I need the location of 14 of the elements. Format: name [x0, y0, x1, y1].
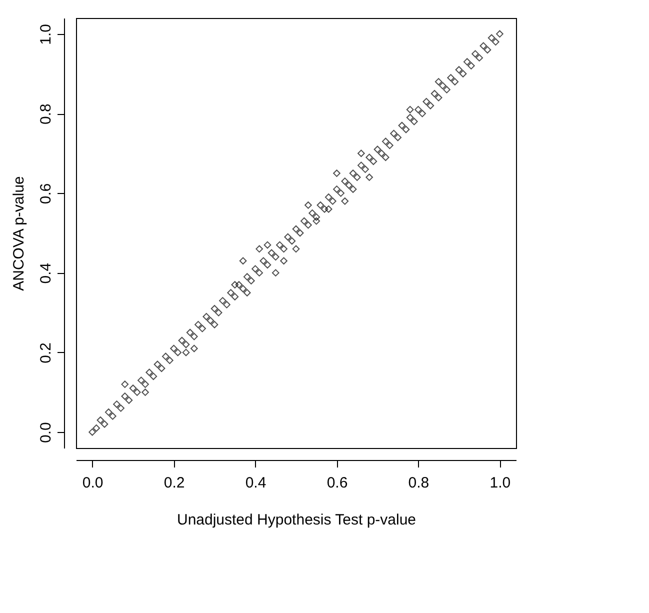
- y-tick-label: 0.2: [38, 342, 54, 364]
- y-tick-label: 0.0: [38, 422, 54, 444]
- x-tick-label: 0.8: [408, 474, 430, 492]
- y-tick-label: 0.4: [38, 262, 54, 284]
- x-tick-label: 0.2: [164, 474, 185, 492]
- x-tick-label: 0.6: [326, 474, 348, 492]
- x-axis-title: Unadjusted Hypothesis Test p-value: [176, 512, 416, 528]
- y-tick-label: 0.8: [38, 104, 54, 124]
- x-tick-label: 0.4: [245, 474, 266, 492]
- y-tick-label: 1.0: [38, 24, 54, 45]
- y-tick-label: 0.6: [38, 183, 54, 204]
- y-axis-title: ANCOVA p-value: [10, 176, 28, 291]
- x-tick-label: 0.0: [82, 474, 104, 492]
- x-tick-label: 1.0: [490, 474, 511, 492]
